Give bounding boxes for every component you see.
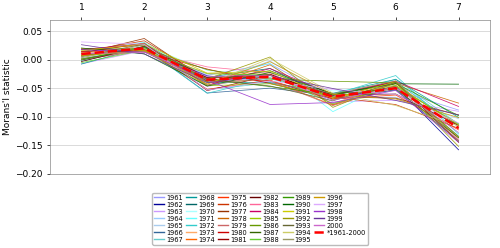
- X-axis label: Order of autocorrelation: Order of autocorrelation: [198, 0, 342, 1]
- Legend: 1961, 1962, 1963, 1964, 1965, 1966, 1967, 1968, 1969, 1970, 1971, 1972, 1973, 19: 1961, 1962, 1963, 1964, 1965, 1966, 1967…: [152, 193, 368, 245]
- Y-axis label: Morans'I statistic: Morans'I statistic: [3, 58, 12, 135]
